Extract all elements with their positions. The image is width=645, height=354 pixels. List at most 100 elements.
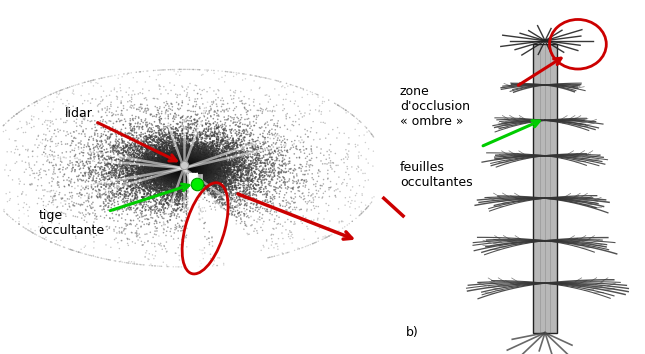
Point	[128, 170, 139, 176]
Point	[164, 189, 175, 195]
Point	[197, 179, 207, 184]
Point	[223, 162, 233, 168]
Point	[178, 169, 188, 175]
Point	[224, 152, 234, 158]
Point	[143, 183, 154, 188]
Point	[190, 161, 201, 167]
Point	[210, 169, 220, 175]
Point	[130, 177, 140, 183]
Point	[180, 176, 190, 182]
Point	[166, 173, 177, 179]
Point	[233, 154, 243, 160]
Point	[128, 176, 138, 181]
Point	[179, 165, 189, 171]
Point	[128, 168, 139, 174]
Point	[201, 161, 212, 166]
Point	[167, 160, 177, 166]
Point	[58, 174, 68, 179]
Point	[177, 167, 188, 173]
Point	[234, 137, 244, 143]
Point	[167, 157, 177, 162]
Point	[124, 177, 135, 183]
Point	[183, 206, 193, 212]
Point	[162, 173, 172, 179]
Point	[177, 163, 187, 169]
Point	[85, 164, 95, 170]
Point	[167, 173, 177, 179]
Point	[179, 165, 189, 171]
Point	[155, 159, 166, 165]
Point	[151, 168, 161, 174]
Point	[176, 166, 186, 171]
Point	[180, 176, 190, 182]
Point	[181, 163, 191, 169]
Point	[177, 192, 188, 198]
Point	[151, 150, 161, 156]
Point	[183, 175, 193, 180]
Point	[142, 154, 152, 160]
Point	[194, 163, 204, 169]
Point	[168, 145, 179, 151]
Point	[172, 167, 183, 173]
Point	[335, 104, 345, 109]
Point	[179, 165, 189, 171]
Point	[162, 159, 172, 165]
Point	[203, 161, 213, 167]
Point	[170, 172, 181, 177]
Point	[215, 123, 226, 129]
Point	[267, 169, 277, 175]
Point	[150, 181, 160, 187]
Point	[139, 191, 150, 196]
Point	[153, 162, 163, 168]
Point	[126, 155, 136, 161]
Point	[181, 161, 191, 167]
Point	[178, 164, 188, 170]
Point	[195, 164, 206, 170]
Point	[279, 175, 289, 181]
Point	[74, 146, 84, 152]
Point	[174, 169, 184, 175]
Point	[181, 164, 192, 170]
Point	[192, 160, 203, 165]
Point	[190, 162, 200, 168]
Point	[176, 169, 186, 175]
Point	[204, 163, 214, 169]
Point	[168, 158, 178, 163]
Point	[219, 165, 230, 171]
Point	[121, 182, 132, 187]
Point	[171, 184, 181, 190]
Point	[168, 170, 178, 176]
Point	[247, 176, 257, 182]
Point	[150, 173, 161, 178]
Point	[95, 190, 105, 196]
Point	[126, 183, 136, 189]
Point	[181, 164, 192, 170]
Point	[39, 168, 49, 173]
Point	[163, 177, 174, 182]
Point	[266, 207, 277, 213]
Point	[215, 98, 226, 103]
Point	[180, 170, 190, 176]
Point	[153, 181, 163, 187]
Point	[118, 183, 128, 189]
Point	[14, 207, 25, 213]
Point	[182, 172, 192, 178]
Point	[193, 151, 203, 156]
Point	[206, 174, 217, 180]
Point	[187, 163, 197, 169]
Point	[191, 162, 201, 168]
Point	[273, 165, 283, 171]
Point	[203, 162, 213, 168]
Point	[196, 161, 206, 166]
Point	[207, 160, 217, 165]
Point	[122, 107, 132, 113]
Point	[179, 158, 190, 163]
Point	[159, 132, 170, 137]
Point	[208, 166, 218, 172]
Point	[217, 167, 227, 172]
Point	[54, 190, 64, 195]
Point	[219, 148, 230, 154]
Point	[199, 159, 209, 164]
Point	[237, 197, 248, 202]
Point	[257, 221, 268, 227]
